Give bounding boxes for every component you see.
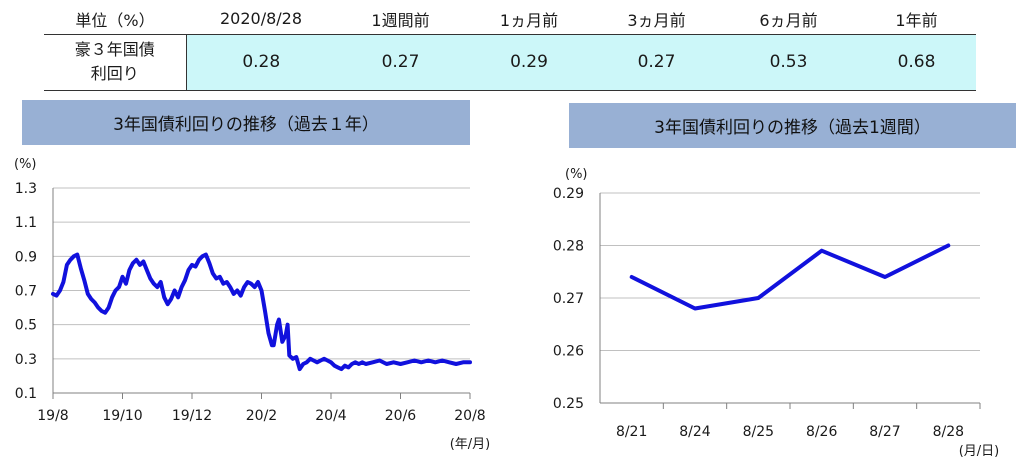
x-tick-label: 19/8 <box>37 408 68 424</box>
header-latest-date: 2020/8/28 <box>186 4 336 35</box>
y-tick-label: 0.29 <box>553 186 584 202</box>
header-3-months-ago: 3ヵ月前 <box>593 4 720 35</box>
header-1-week-ago: 1週間前 <box>336 4 465 35</box>
y-tick-label: 0.26 <box>553 344 584 360</box>
y-tick-label: 0.1 <box>15 386 37 402</box>
x-tick-label: 20/2 <box>246 408 277 424</box>
chart-past-year: 1.3 1.1 0.9 0.7 0.5 0.3 0.1 (%) 19/8 19/10 19/12 20… <box>14 157 491 452</box>
y-tick-label: 0.7 <box>15 284 37 300</box>
chart-past-week: 0.29 0.28 0.27 0.26 0.25 (%) 8/21 8/24 8/25 8/26 8… <box>553 167 1000 459</box>
row-label: 豪３年国債 利回り <box>44 34 187 91</box>
yield-summary-table: 単位（%） 2020/8/28 1週間前 1ヵ月前 3ヵ月前 6ヵ月前 1年前 … <box>44 4 976 91</box>
x-tick-label: 8/21 <box>616 424 647 440</box>
x-tick-label: 19/12 <box>172 408 212 424</box>
x-tick-label: 20/8 <box>454 408 485 424</box>
y-tick-label: 0.25 <box>553 396 584 412</box>
x-tick-label: 8/28 <box>933 424 964 440</box>
y-axis-unit: (%) <box>565 167 588 182</box>
value-3-months-ago: 0.27 <box>593 34 720 91</box>
header-1-year-ago: 1年前 <box>857 4 976 35</box>
x-tick-label: 20/6 <box>385 408 417 424</box>
x-tick-label: 8/27 <box>869 424 900 440</box>
row-label-line-2: 利回り <box>90 64 139 83</box>
series-line <box>629 243 951 311</box>
x-tick-label: 19/10 <box>102 408 142 424</box>
value-1-year-ago: 0.68 <box>857 34 976 91</box>
y-tick-label: 0.28 <box>553 239 584 255</box>
y-axis-unit: (%) <box>14 157 37 172</box>
chart-title-past-year: 3年国債利回りの推移（過去１年） <box>22 100 470 145</box>
y-tick-label: 0.3 <box>15 352 37 368</box>
x-tick-label: 8/24 <box>679 424 711 440</box>
y-tick-label: 0.5 <box>15 318 37 334</box>
table-header-row: 単位（%） 2020/8/28 1週間前 1ヵ月前 3ヵ月前 6ヵ月前 1年前 <box>44 4 976 35</box>
x-axis-unit: (月/日) <box>959 444 1000 459</box>
value-latest: 0.28 <box>186 34 336 91</box>
x-tick-label: 8/25 <box>743 424 774 440</box>
chart-title-past-week: 3年国債利回りの推移（過去1週間） <box>569 103 1016 148</box>
y-tick-label: 1.1 <box>15 215 37 231</box>
y-tick-label: 0.9 <box>15 249 37 265</box>
x-tick-label: 8/26 <box>806 424 838 440</box>
table-row: 豪３年国債 利回り 0.28 0.27 0.29 0.27 0.53 0.68 <box>44 34 976 91</box>
header-1-month-ago: 1ヵ月前 <box>465 4 593 35</box>
header-unit: 単位（%） <box>44 4 186 35</box>
y-tick-label: 1.3 <box>15 181 37 197</box>
y-tick-label: 0.27 <box>553 291 584 307</box>
value-6-months-ago: 0.53 <box>720 34 857 91</box>
value-1-month-ago: 0.29 <box>465 34 593 91</box>
value-1-week-ago: 0.27 <box>336 34 465 91</box>
series-line <box>51 252 472 372</box>
x-tick-label: 20/4 <box>315 408 347 424</box>
x-axis-unit: (年/月) <box>450 437 491 452</box>
header-6-months-ago: 6ヵ月前 <box>720 4 857 35</box>
row-label-line-1: 豪３年国債 <box>74 40 155 59</box>
